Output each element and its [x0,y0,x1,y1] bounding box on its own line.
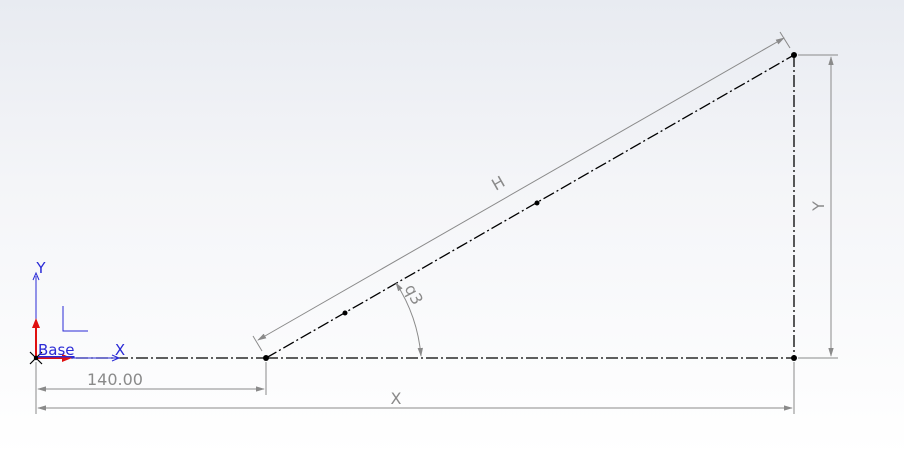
point-corner [791,355,797,361]
origin-y-axis-label: Y [35,259,46,277]
origin-base-label: Base [38,341,75,359]
dimension-vertical-label[interactable]: Y [809,201,828,212]
dimension-offset-label[interactable]: 140.00 [87,370,143,389]
dimension-horizontal[interactable] [35,362,795,414]
dimension-angle[interactable] [395,282,423,357]
point-quarter-hypotenuse [342,310,348,316]
point-mid-hypotenuse [534,200,540,206]
dimension-angle-label[interactable]: q3 [401,281,427,308]
dimension-hypotenuse[interactable] [252,31,791,352]
origin-triad[interactable] [29,271,121,365]
origin-x-axis-label: X [115,341,125,359]
sketch-geometry [36,54,795,359]
dimension-hypotenuse-label[interactable]: H [488,172,508,194]
point-start [263,355,269,361]
dimension-offset[interactable] [35,362,267,395]
dimension-vertical[interactable] [798,54,838,359]
dimension-horizontal-label[interactable]: X [391,389,402,408]
point-top [791,52,797,58]
